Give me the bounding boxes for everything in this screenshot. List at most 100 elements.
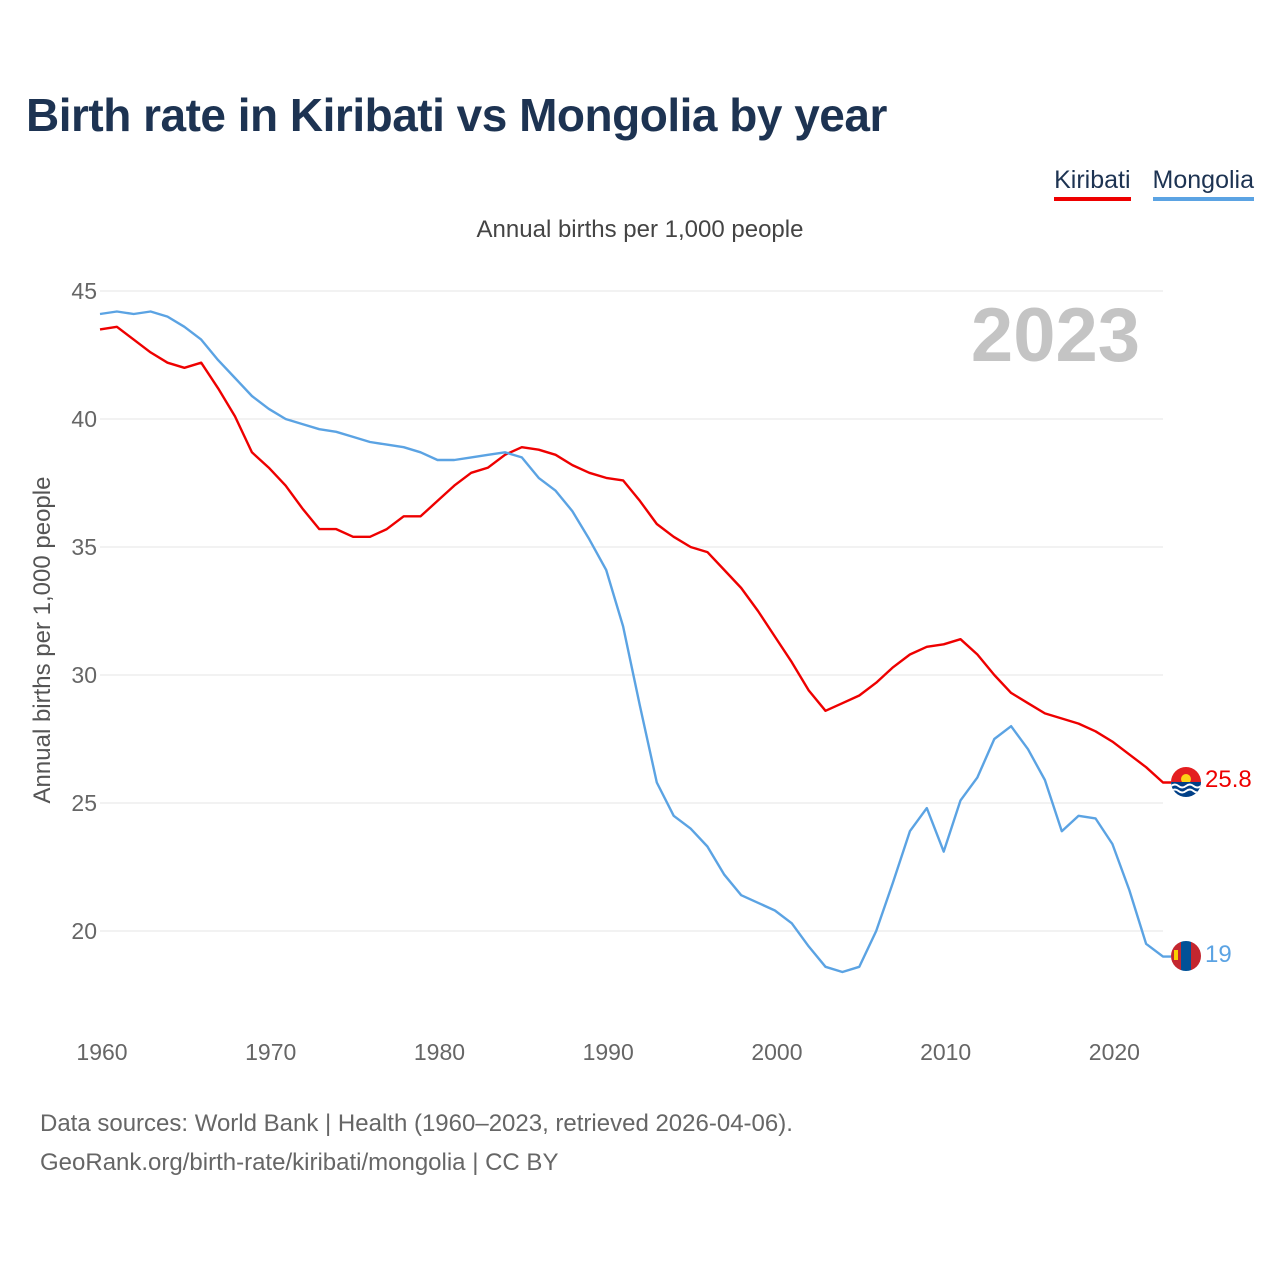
- data-point-kiribati[interactable]: [1042, 710, 1048, 716]
- data-point-mongolia[interactable]: [772, 908, 778, 914]
- data-point-mongolia[interactable]: [890, 879, 896, 885]
- data-point-kiribati[interactable]: [907, 652, 913, 658]
- data-point-mongolia[interactable]: [974, 774, 980, 780]
- data-point-kiribati[interactable]: [283, 483, 289, 489]
- data-point-mongolia[interactable]: [823, 964, 829, 970]
- data-point-mongolia[interactable]: [907, 828, 913, 834]
- data-point-kiribati[interactable]: [620, 477, 626, 483]
- data-point-kiribati[interactable]: [704, 549, 710, 555]
- data-point-mongolia[interactable]: [755, 900, 761, 906]
- data-point-kiribati[interactable]: [806, 687, 812, 693]
- data-point-mongolia[interactable]: [198, 337, 204, 343]
- data-point-mongolia[interactable]: [148, 309, 154, 315]
- data-point-mongolia[interactable]: [569, 508, 575, 514]
- data-point-mongolia[interactable]: [1008, 723, 1014, 729]
- data-point-kiribati[interactable]: [873, 680, 879, 686]
- data-point-kiribati[interactable]: [924, 644, 930, 650]
- data-point-mongolia[interactable]: [873, 928, 879, 934]
- data-point-kiribati[interactable]: [232, 413, 238, 419]
- data-point-mongolia[interactable]: [283, 416, 289, 422]
- data-point-kiribati[interactable]: [789, 659, 795, 665]
- data-point-mongolia[interactable]: [165, 314, 171, 320]
- data-point-kiribati[interactable]: [974, 652, 980, 658]
- data-point-kiribati[interactable]: [384, 526, 390, 532]
- data-point-mongolia[interactable]: [721, 872, 727, 878]
- data-point-mongolia[interactable]: [249, 393, 255, 399]
- data-point-mongolia[interactable]: [300, 421, 306, 427]
- data-point-mongolia[interactable]: [789, 920, 795, 926]
- data-point-mongolia[interactable]: [1126, 887, 1132, 893]
- data-point-kiribati[interactable]: [586, 470, 592, 476]
- data-point-mongolia[interactable]: [181, 324, 187, 330]
- data-point-mongolia[interactable]: [603, 567, 609, 573]
- data-point-kiribati[interactable]: [1008, 690, 1014, 696]
- data-point-kiribati[interactable]: [688, 544, 694, 550]
- footer-url[interactable]: GeoRank.org/birth-rate/kiribati/mongolia…: [40, 1149, 559, 1176]
- data-point-kiribati[interactable]: [1126, 751, 1132, 757]
- data-point-kiribati[interactable]: [1076, 721, 1082, 727]
- data-point-mongolia[interactable]: [1076, 813, 1082, 819]
- data-point-mongolia[interactable]: [586, 536, 592, 542]
- data-point-kiribati[interactable]: [823, 708, 829, 714]
- data-point-kiribati[interactable]: [772, 634, 778, 640]
- data-point-mongolia[interactable]: [924, 805, 930, 811]
- data-point-mongolia[interactable]: [1025, 746, 1031, 752]
- data-point-mongolia[interactable]: [671, 813, 677, 819]
- data-point-kiribati[interactable]: [333, 526, 339, 532]
- data-point-mongolia[interactable]: [654, 780, 660, 786]
- data-point-mongolia[interactable]: [451, 457, 457, 463]
- data-point-mongolia[interactable]: [1093, 815, 1099, 821]
- data-point-mongolia[interactable]: [738, 892, 744, 898]
- data-point-mongolia[interactable]: [839, 969, 845, 975]
- data-point-kiribati[interactable]: [519, 444, 525, 450]
- data-point-kiribati[interactable]: [536, 447, 542, 453]
- data-point-kiribati[interactable]: [755, 608, 761, 614]
- data-point-kiribati[interactable]: [654, 521, 660, 527]
- data-point-kiribati[interactable]: [215, 385, 221, 391]
- data-point-kiribati[interactable]: [1160, 780, 1166, 786]
- data-point-kiribati[interactable]: [839, 700, 845, 706]
- data-point-mongolia[interactable]: [418, 449, 424, 455]
- data-point-kiribati[interactable]: [198, 360, 204, 366]
- data-point-kiribati[interactable]: [553, 452, 559, 458]
- data-point-mongolia[interactable]: [519, 454, 525, 460]
- data-point-mongolia[interactable]: [941, 849, 947, 855]
- data-point-mongolia[interactable]: [468, 454, 474, 460]
- data-point-kiribati[interactable]: [856, 693, 862, 699]
- data-point-mongolia[interactable]: [536, 475, 542, 481]
- data-point-mongolia[interactable]: [350, 434, 356, 440]
- data-point-mongolia[interactable]: [435, 457, 441, 463]
- data-point-kiribati[interactable]: [671, 534, 677, 540]
- data-point-kiribati[interactable]: [114, 324, 120, 330]
- legend-item-mongolia[interactable]: Mongolia: [1152, 166, 1254, 201]
- data-point-mongolia[interactable]: [215, 357, 221, 363]
- data-point-kiribati[interactable]: [435, 498, 441, 504]
- data-point-mongolia[interactable]: [553, 488, 559, 494]
- data-point-kiribati[interactable]: [401, 513, 407, 519]
- data-point-mongolia[interactable]: [704, 844, 710, 850]
- data-point-kiribati[interactable]: [1059, 716, 1065, 722]
- data-point-mongolia[interactable]: [637, 703, 643, 709]
- data-point-mongolia[interactable]: [333, 429, 339, 435]
- data-point-mongolia[interactable]: [266, 406, 272, 412]
- data-point-kiribati[interactable]: [637, 498, 643, 504]
- data-point-mongolia[interactable]: [1109, 841, 1115, 847]
- data-point-mongolia[interactable]: [1042, 777, 1048, 783]
- data-point-mongolia[interactable]: [97, 311, 103, 317]
- data-point-mongolia[interactable]: [367, 439, 373, 445]
- data-point-mongolia[interactable]: [502, 449, 508, 455]
- legend-item-kiribati[interactable]: Kiribati: [1054, 166, 1131, 201]
- data-point-kiribati[interactable]: [181, 365, 187, 371]
- data-point-kiribati[interactable]: [97, 326, 103, 332]
- data-point-mongolia[interactable]: [991, 736, 997, 742]
- data-point-mongolia[interactable]: [131, 311, 137, 317]
- data-point-mongolia[interactable]: [316, 426, 322, 432]
- data-point-mongolia[interactable]: [485, 452, 491, 458]
- data-point-mongolia[interactable]: [958, 797, 964, 803]
- data-point-kiribati[interactable]: [890, 664, 896, 670]
- data-point-kiribati[interactable]: [958, 636, 964, 642]
- data-point-kiribati[interactable]: [451, 483, 457, 489]
- data-point-mongolia[interactable]: [1143, 941, 1149, 947]
- data-point-kiribati[interactable]: [300, 506, 306, 512]
- data-point-kiribati[interactable]: [468, 470, 474, 476]
